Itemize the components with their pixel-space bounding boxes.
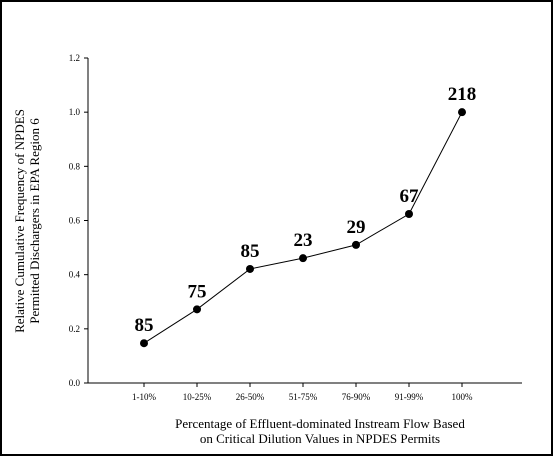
y-tick-label: 0.4 [69, 270, 81, 280]
x-tick-label: 100% [452, 392, 474, 402]
data-labels: 85 75 85 23 29 67 218 [135, 84, 477, 336]
x-tick-label: 51-75% [289, 392, 318, 402]
x-ticks: 1-10% 10-25% 26-50% 51-75% 76-90% 91-99% 100% [132, 383, 473, 402]
data-label: 67 [400, 186, 420, 207]
x-tick-label: 76-90% [342, 392, 371, 402]
data-point [405, 210, 413, 218]
y-tick-label: 0.2 [69, 324, 80, 334]
data-points [140, 108, 466, 348]
data-label: 85 [241, 241, 260, 262]
y-tick-label: 0.8 [69, 161, 81, 171]
data-point [458, 108, 466, 117]
x-tick-label: 10-25% [183, 392, 212, 402]
data-label: 218 [448, 84, 477, 105]
x-tick-label: 1-10% [132, 392, 156, 402]
data-label: 29 [347, 217, 366, 238]
y-ticks: 0.0 0.2 0.4 0.6 0.8 1.0 1.2 [69, 53, 88, 388]
data-label: 75 [188, 281, 207, 302]
x-tick-label: 91-99% [395, 392, 424, 402]
data-label: 85 [135, 315, 154, 336]
x-axis-title-line-2: on Critical Dilution Values in NPDES Per… [200, 431, 440, 446]
x-axis-title-line-1: Percentage of Effluent-dominated Instrea… [175, 416, 465, 431]
data-point [140, 339, 148, 348]
y-axis-title-line-2: Permitted Dischargers in EPA Region 6 [27, 118, 42, 324]
data-point [193, 305, 201, 314]
y-axis-title-line-1: Relative Cumulative Frequency of NPDES [12, 109, 27, 333]
x-tick-label: 26-50% [236, 392, 265, 402]
y-tick-label: 1.2 [69, 53, 80, 63]
y-tick-label: 0.6 [69, 216, 81, 226]
y-tick-label: 1.0 [69, 107, 81, 117]
data-point [299, 254, 307, 263]
series-line [143, 111, 463, 344]
data-point [246, 264, 254, 273]
y-tick-label: 0.0 [69, 378, 81, 388]
data-point [352, 240, 360, 249]
data-label: 23 [294, 230, 313, 251]
